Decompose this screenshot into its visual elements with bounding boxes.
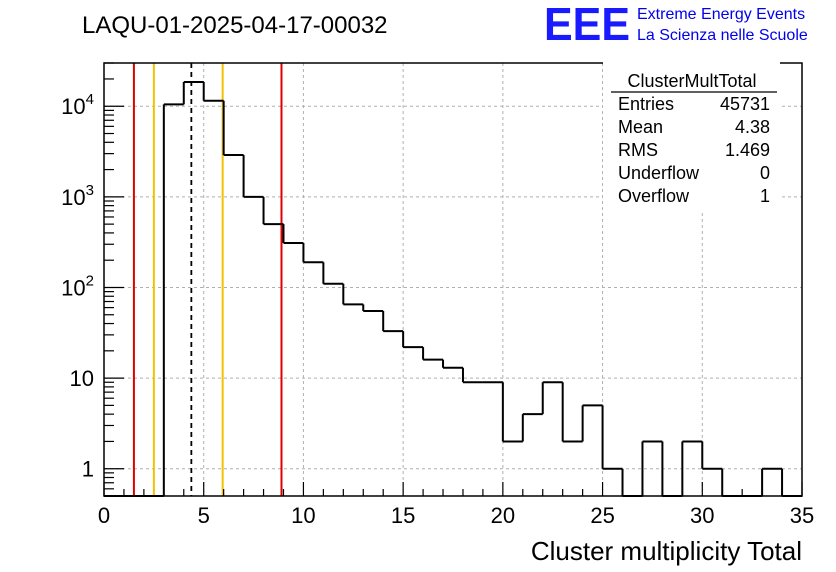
vertical-markers: [132, 63, 283, 496]
stats-row-value: 45731: [720, 94, 770, 114]
histogram-bin: [761, 467, 783, 496]
x-tick-label: 30: [690, 503, 714, 528]
y-tick-label: 104: [61, 91, 94, 119]
stats-row-value: 1: [760, 186, 770, 206]
histogram-bin: [362, 304, 384, 313]
stats-row-label: Underflow: [618, 163, 700, 183]
x-tick-label: 20: [491, 503, 515, 528]
histogram-bin: [182, 81, 204, 105]
x-tick-label: 35: [790, 503, 814, 528]
histogram-bin: [242, 154, 264, 198]
histogram-bin: [222, 100, 244, 156]
histogram-bin: [322, 262, 344, 285]
plot-area-frame: [103, 62, 803, 497]
plot-frame: [103, 62, 803, 497]
stats-row-value: 0: [760, 163, 770, 183]
histogram-bin: [681, 440, 703, 496]
x-tick-label: 5: [198, 503, 210, 528]
histogram-bin: [661, 441, 683, 497]
stats-title: ClusterMultTotal: [627, 71, 756, 91]
histogram-bin: [422, 347, 444, 361]
eee-logo: EEE Extreme Energy Events La Scienza nel…: [544, 0, 808, 50]
histogram-bin: [561, 382, 583, 443]
y-tick-label: 1: [82, 457, 94, 482]
histogram-bin: [541, 381, 563, 415]
logo-line-2: La Scienza nelle Scuole: [637, 27, 808, 44]
histogram-bin: [162, 103, 184, 496]
y-axis: 1 10 102 103 104: [61, 62, 124, 497]
stats-row-value: 4.38: [735, 117, 770, 137]
histogram-bin: [621, 468, 643, 497]
x-tick-label: 0: [98, 503, 110, 528]
stats-row-value: 1.469: [725, 140, 770, 160]
x-tick-label: 15: [391, 503, 415, 528]
y-tick-label: 10: [70, 366, 94, 391]
x-axis: 0 5 10 15 20 25 30 35: [98, 482, 814, 528]
y-tick-label: 103: [61, 182, 94, 210]
histogram-bin: [342, 283, 364, 306]
histogram-bin: [461, 367, 483, 384]
histogram-bin: [262, 196, 284, 226]
x-tick-label: 10: [291, 503, 315, 528]
histogram-bin: [202, 82, 224, 102]
stats-row-label: Entries: [618, 94, 674, 114]
histogram-bin: [282, 224, 304, 244]
plot-title: LAQU-01-2025-04-17-00032: [82, 12, 388, 39]
histogram-bin: [581, 404, 603, 442]
logo-mark: EEE: [544, 0, 630, 50]
stats-row-label: Mean: [618, 117, 663, 137]
histogram-bin: [601, 405, 623, 470]
x-tick-label: 25: [590, 503, 614, 528]
logo-line-1: Extreme Energy Events: [637, 6, 805, 23]
histogram-bin: [781, 468, 802, 497]
histogram-bin: [641, 440, 663, 496]
stats-row-label: RMS: [618, 140, 658, 160]
histogram-bin: [382, 311, 404, 333]
histogram-bin: [521, 413, 543, 442]
stats-box: ClusterMultTotal Entries 45731 Mean 4.38 RMS…: [603, 62, 780, 210]
x-axis-label: Cluster multiplicity Total: [531, 536, 802, 566]
histogram-bin: [501, 382, 523, 443]
histogram-bin: [402, 331, 424, 349]
histogram-bin: [442, 359, 463, 369]
histogram-bin: [302, 242, 324, 264]
y-tick-label: 102: [61, 272, 94, 300]
histogram-bin: [721, 468, 743, 497]
histogram-bin: [701, 441, 723, 470]
stats-row-label: Overflow: [618, 186, 690, 206]
